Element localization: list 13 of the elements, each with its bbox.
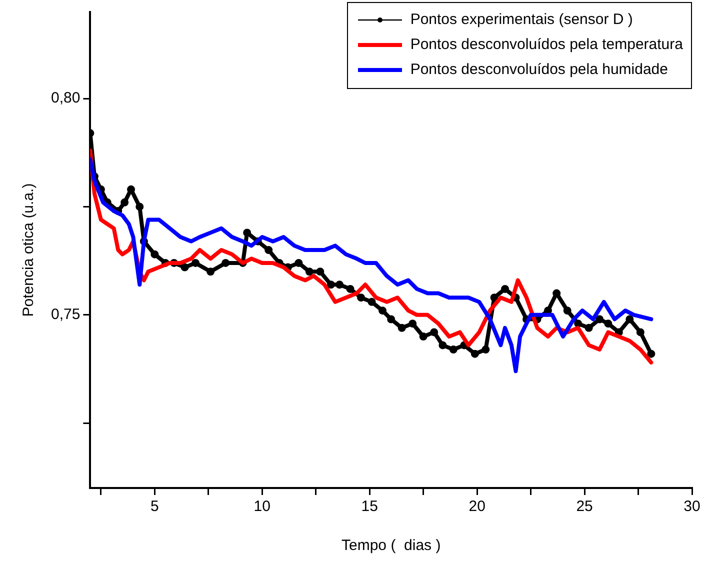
y-tick-label: 0,75 <box>50 306 80 324</box>
x-tick-label: 15 <box>361 498 378 516</box>
legend-label: Pontos experimentais (sensor D ) <box>410 11 633 28</box>
y-tick-label: 0,80 <box>50 90 80 107</box>
y-axis-title: Potencia otica (u.a.) <box>20 183 38 317</box>
x-tick-label: 5 <box>150 498 159 516</box>
legend-label: Pontos desconvoluídos pela temperatura <box>410 36 683 53</box>
x-tick-label: 30 <box>684 498 700 516</box>
x-tick-label: 10 <box>254 498 270 516</box>
x-tick-label: 20 <box>468 498 486 516</box>
x-axis-title: Tempo ( dias ) <box>341 537 441 554</box>
legend-label: Pontos desconvoluídos pela humidade <box>410 61 668 78</box>
x-tick-label: 25 <box>576 498 593 516</box>
